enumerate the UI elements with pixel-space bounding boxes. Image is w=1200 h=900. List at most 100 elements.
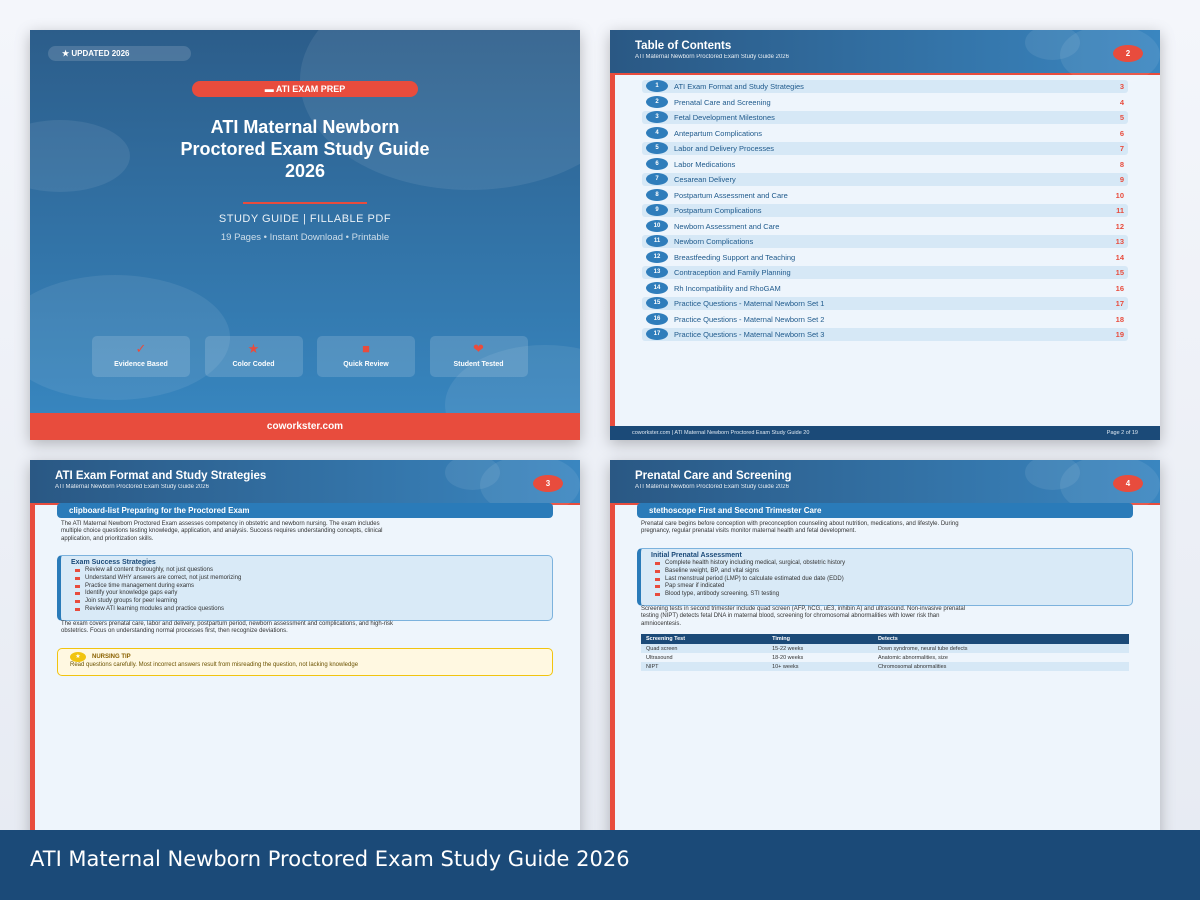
toc-number: 14 xyxy=(646,281,668,294)
toc-item[interactable]: 13 Contraception and Family Planning 15 xyxy=(642,266,1128,279)
list-item: Last menstrual period (LMP) to calculate… xyxy=(651,576,1122,584)
toc-number: 3 xyxy=(646,111,668,123)
cover-meta: 19 Pages • Instant Download • Printable xyxy=(220,232,390,243)
toc-label: Newborn Assessment and Care xyxy=(674,221,780,231)
toc-label: Postpartum Complications xyxy=(674,206,762,215)
toc-item[interactable]: 8 Postpartum Assessment and Care 10 xyxy=(642,188,1128,202)
assessment-box: Initial Prenatal Assessment Complete hea… xyxy=(637,548,1133,606)
table-cell: Anatomic abnormalities, size xyxy=(877,654,948,661)
toc-page: 18 xyxy=(1115,314,1124,324)
toc-item[interactable]: 11 Newborn Complications 13 xyxy=(642,235,1128,248)
feature-card: ★ Color Coded xyxy=(204,336,303,377)
toc-label: Practice Questions - Maternal Newborn Se… xyxy=(674,299,825,308)
star-icon: ★ xyxy=(70,652,86,662)
toc-item[interactable]: 3 Fetal Development Milestones 5 xyxy=(642,111,1128,124)
toc-item[interactable]: 15 Practice Questions - Maternal Newborn … xyxy=(642,297,1128,310)
toc-page: 5 xyxy=(1119,113,1124,122)
category-badge: ▬ ATI EXAM PREP xyxy=(192,81,418,97)
toc-number: 10 xyxy=(646,219,668,232)
toc-item[interactable]: 1 ATI Exam Format and Study Strategies 3 xyxy=(642,80,1128,93)
decor-circle xyxy=(30,275,230,400)
toc-number: 1 xyxy=(646,80,668,92)
toc-item[interactable]: 9 Postpartum Complications 11 xyxy=(642,204,1128,217)
toc-page: 4 xyxy=(1119,97,1124,107)
table-cell: 10+ weeks xyxy=(767,662,873,671)
feature-card: ❤ Student Tested xyxy=(429,336,528,377)
list-item: Join study groups for peer learning xyxy=(71,598,542,606)
divider xyxy=(243,202,367,204)
feature-label: Quick Review xyxy=(343,361,389,368)
toc-label: ATI Exam Format and Study Strategies xyxy=(674,82,804,91)
toc-item[interactable]: 17 Practice Questions - Maternal Newborn … xyxy=(642,328,1128,341)
toc-item[interactable]: 7 Cesarean Delivery 9 xyxy=(642,173,1128,186)
title-line: ATI Maternal Newborn xyxy=(210,117,400,137)
toc-item[interactable]: 12 Breastfeeding Support and Teaching 14 xyxy=(642,250,1128,264)
table-cell: 18-20 weeks xyxy=(772,654,804,661)
square-icon: ■ xyxy=(362,341,370,356)
toc-label: Prenatal Care and Screening xyxy=(674,97,771,107)
toc-page: 12 xyxy=(1115,221,1124,231)
toc-number: 6 xyxy=(646,157,668,170)
page-number-badge: 4 xyxy=(1113,475,1143,492)
footer-page: Page 2 of 19 xyxy=(1106,430,1138,436)
screening-table: Screening Test Timing Detects Quad screen 15… xyxy=(641,634,1129,671)
page-header: Table of Contents ATI Maternal Newborn P… xyxy=(610,30,1160,85)
title-line: 2026 xyxy=(284,161,326,181)
page-number-badge: 3 xyxy=(533,475,563,492)
table-cell: NIPT xyxy=(641,662,768,671)
title-line: Proctored Exam Study Guide xyxy=(180,139,430,159)
toc-page: 9 xyxy=(1119,175,1124,184)
cover-page: ★ UPDATED 2026 ▬ ATI EXAM PREP ATI Mater… xyxy=(30,30,580,440)
list-item: Complete health history including medica… xyxy=(651,560,1122,568)
page-4: Prenatal Care and Screening ATI Maternal… xyxy=(610,460,1160,860)
side-stripe xyxy=(610,75,615,440)
feature-card: ■ Quick Review xyxy=(317,336,415,377)
toc-item[interactable]: 16 Practice Questions - Maternal Newborn … xyxy=(642,312,1128,326)
toc-item[interactable]: 5 Labor and Delivery Processes 7 xyxy=(642,142,1128,155)
feature-label: Student Tested xyxy=(453,361,504,368)
intro-paragraph: The ATI Maternal Newborn Proctored Exam … xyxy=(61,521,383,542)
decor-circle xyxy=(1025,30,1080,60)
page-header: ATI Exam Format and Study Strategies ATI… xyxy=(30,460,580,515)
column-header: Detects xyxy=(872,634,1129,644)
toc-page: 19 xyxy=(1115,330,1124,339)
side-stripe xyxy=(610,505,615,860)
decor-circle xyxy=(445,460,500,490)
check-icon: ✓ xyxy=(135,341,147,356)
page-footer: coworkster.com | ATI Maternal Newborn Pr… xyxy=(610,426,1160,440)
page-header: Prenatal Care and Screening ATI Maternal… xyxy=(610,460,1160,515)
toc-label: Postpartum Assessment and Care xyxy=(674,190,788,200)
cover-footer: coworkster.com xyxy=(30,413,580,440)
toc-item[interactable]: 6 Labor Medications 8 xyxy=(642,157,1128,171)
toc-number: 7 xyxy=(646,173,668,185)
list-item: Practice time management during exams xyxy=(71,583,542,591)
toc-page: 3 xyxy=(1119,82,1124,91)
list-item: Review ATI learning modules and practice… xyxy=(71,606,542,614)
toc-page: 15 xyxy=(1115,268,1124,277)
star-icon: ★ xyxy=(247,341,260,356)
toc-number: 17 xyxy=(646,328,668,340)
toc-label: Practice Questions - Maternal Newborn Se… xyxy=(674,330,825,339)
toc-label: Contraception and Family Planning xyxy=(674,268,791,277)
toc-number: 8 xyxy=(646,188,668,201)
heart-icon: ❤ xyxy=(473,341,484,356)
toc-number: 2 xyxy=(646,95,668,108)
table-cell: Ultrasound xyxy=(646,654,673,661)
toc-item[interactable]: 10 Newborn Assessment and Care 12 xyxy=(642,219,1128,233)
toc-item[interactable]: 2 Prenatal Care and Screening 4 xyxy=(642,95,1128,109)
box-title: Exam Success Strategies xyxy=(71,559,156,566)
toc-page: 7 xyxy=(1119,144,1124,153)
toc-label: Labor Medications xyxy=(674,159,736,169)
list-item: Pap smear if indicated xyxy=(651,583,1122,591)
nursing-tip: ★ NURSING TIP Read questions carefully. M… xyxy=(57,648,553,676)
page-3: ATI Exam Format and Study Strategies ATI… xyxy=(30,460,580,860)
decor-circle xyxy=(1060,30,1160,85)
page-subtitle: ATI Maternal Newborn Proctored Exam Stud… xyxy=(635,54,789,60)
table-row: NIPT 10+ weeks Chromosomal abnormalities xyxy=(641,662,1129,671)
toc-item[interactable]: 14 Rh Incompatibility and RhoGAM 16 xyxy=(642,281,1128,295)
intro-paragraph: Prenatal care begins before conception w… xyxy=(641,521,959,535)
toc-page: 10 xyxy=(1115,190,1124,200)
body-paragraph: Screening tests in second trimester incl… xyxy=(641,606,966,627)
toc-page: 16 xyxy=(1115,283,1124,293)
toc-item[interactable]: 4 Antepartum Complications 6 xyxy=(642,126,1128,140)
